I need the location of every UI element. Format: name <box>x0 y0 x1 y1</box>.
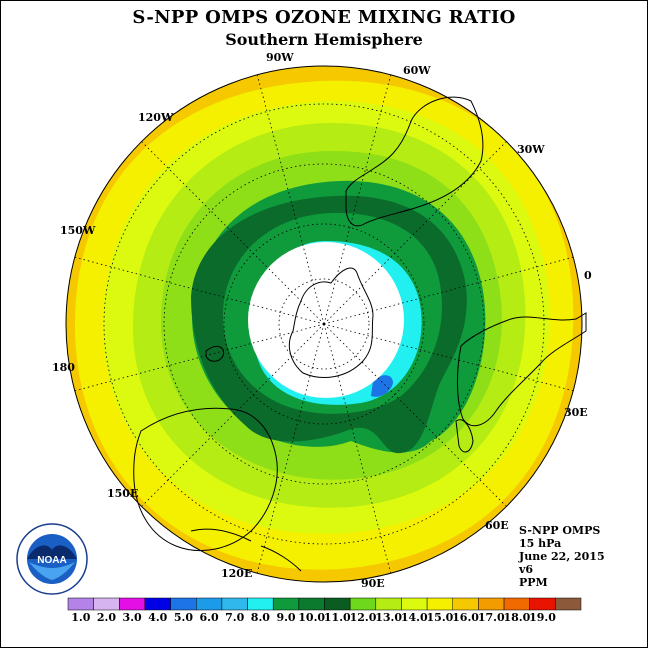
lon-label-30w: 30W <box>517 143 545 156</box>
colorbar-swatch <box>196 597 223 611</box>
info-units: PPM <box>519 576 548 589</box>
colorbar-swatch <box>478 597 505 611</box>
graticule <box>74 74 574 574</box>
colorbar-tick-label: 19.0 <box>529 611 556 624</box>
colorbar-swatch <box>324 597 351 611</box>
longitude-labels: 90W 60W 30W 0 30E 60E 90E 120E 150E 180 … <box>52 51 592 590</box>
colorbar-tick-label: 3.0 <box>123 611 142 624</box>
coast-antarctica <box>288 267 374 378</box>
colorbar-tick-label: 14.0 <box>401 611 428 624</box>
lon-label-60e: 60E <box>485 519 509 532</box>
lon-label-90e: 90E <box>361 577 385 590</box>
colorbar-swatch <box>349 597 377 611</box>
lon-label-150w: 150W <box>60 224 96 237</box>
colorbar-tick-label: 16.0 <box>452 611 479 624</box>
colorbar-swatch <box>119 597 146 611</box>
coast-indonesia <box>190 528 302 572</box>
colorbar-swatch <box>170 597 197 611</box>
colorbar-tick-label: 4.0 <box>148 611 167 624</box>
lon-label-150e: 150E <box>107 487 138 500</box>
lon-label-0: 0 <box>584 269 592 282</box>
map-boundary <box>65 65 583 583</box>
noaa-logo: NOAA <box>16 523 88 595</box>
lon-label-120w: 120W <box>138 111 174 124</box>
colorbar-tick-label: 8.0 <box>251 611 270 624</box>
coast-south-america <box>345 96 484 227</box>
info-level: 15 hPa <box>519 537 562 550</box>
colorbar-swatch <box>272 597 300 611</box>
colorbar-tick-label: 13.0 <box>375 611 402 624</box>
latitude-circle-50 <box>103 103 545 545</box>
colorbar-tick-label: 7.0 <box>225 611 244 624</box>
coastlines <box>133 96 587 572</box>
colorbar-swatch <box>555 597 582 611</box>
colorbar-tick-label: 11.0 <box>324 611 351 624</box>
colorbar-tick-label: 9.0 <box>276 611 295 624</box>
coast-australia <box>133 407 278 552</box>
info-instrument: S-NPP OMPS <box>519 524 601 537</box>
lon-label-60w: 60W <box>403 64 431 77</box>
colorbar-swatch <box>93 597 120 611</box>
colorbar-tick-label: 2.0 <box>97 611 116 624</box>
colorbar-tick-label: 1.0 <box>71 611 90 624</box>
latitude-circle-80 <box>278 278 370 370</box>
lon-label-30e: 30E <box>564 406 588 419</box>
colorbar-swatch <box>401 597 428 611</box>
info-version: v6 <box>519 563 534 576</box>
colorbar-swatch <box>503 597 530 611</box>
colorbar-swatch <box>67 597 94 611</box>
colorbar-tick-label: 12.0 <box>350 611 377 624</box>
lon-label-180: 180 <box>52 361 75 374</box>
info-date: June 22, 2015 <box>519 550 605 563</box>
colorbar-tick-label: 15.0 <box>427 611 454 624</box>
figure-title: S-NPP OMPS OZONE MIXING RATIO <box>132 7 516 28</box>
lon-label-90w: 90W <box>266 51 294 64</box>
product-info: S-NPP OMPS 15 hPa June 22, 2015 v6 PPM <box>519 524 605 589</box>
colorbar: 1.0 2.0 3.0 4.0 5.0 6.0 7.0 8.0 9.0 10.011.012.01… <box>67 597 582 624</box>
colorbar-swatch <box>529 597 556 611</box>
colorbar-swatch <box>375 597 402 611</box>
colorbar-swatch <box>426 597 454 611</box>
colorbar-swatch <box>144 597 171 611</box>
coast-africa <box>456 312 587 427</box>
colorbar-tick-label: 18.0 <box>503 611 530 624</box>
colorbar-swatch <box>452 597 479 611</box>
latitude-circle-70 <box>223 223 425 425</box>
field-low-patch <box>371 375 393 397</box>
lon-label-120e: 120E <box>221 567 252 580</box>
coast-madagascar <box>455 419 474 453</box>
colorbar-swatch <box>247 597 274 611</box>
coast-new-zealand <box>205 345 225 362</box>
colorbar-swatch <box>298 597 325 611</box>
colorbar-tick-label: 10.0 <box>298 611 325 624</box>
colorbar-tick-label: 5.0 <box>174 611 193 624</box>
figure-subtitle: Southern Hemisphere <box>225 30 423 49</box>
colorbar-tick-label: 6.0 <box>199 611 218 624</box>
colorbar-tick-label: 17.0 <box>478 611 505 624</box>
no-data-disk <box>248 242 404 398</box>
logo-text: NOAA <box>37 555 66 566</box>
colorbar-swatch <box>221 597 248 611</box>
latitude-circle-60 <box>163 163 485 485</box>
